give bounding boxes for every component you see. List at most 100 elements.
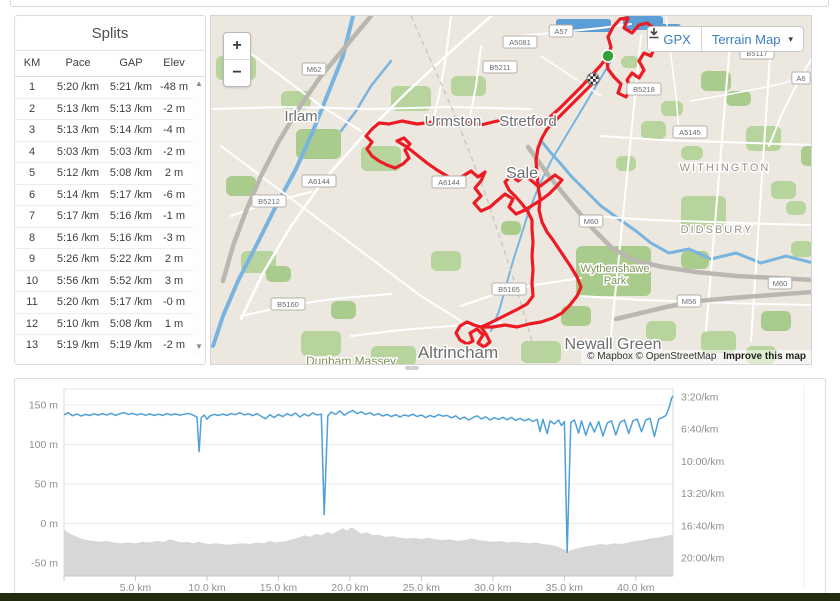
cell: 5 bbox=[28, 167, 36, 179]
elevation-chart-panel: 5.0 km 10.0 km 15.0 km 20.0 km 25.0 km 30.0 k… bbox=[14, 378, 826, 594]
splits-title: Splits bbox=[15, 16, 205, 51]
pace-axis-label: 20:00/km bbox=[681, 553, 724, 565]
park-area bbox=[726, 91, 751, 106]
road-shield: M60 bbox=[578, 214, 604, 228]
table-row[interactable]: 2 5:13 /km 5:13 /km -2 m bbox=[15, 99, 205, 120]
park-area bbox=[616, 156, 636, 171]
elevation-pace-chart[interactable]: 5.0 km 10.0 km 15.0 km 20.0 km 25.0 km 30.0 k… bbox=[15, 379, 825, 594]
table-row[interactable]: 3 5:13 /km 5:14 /km -4 m bbox=[15, 120, 205, 142]
park-area bbox=[681, 146, 703, 160]
park-area bbox=[331, 301, 356, 319]
park-area bbox=[646, 321, 676, 341]
cell: 5:10 /km bbox=[56, 317, 100, 330]
park-area bbox=[561, 306, 591, 326]
table-row[interactable]: 9 5:26 /km 5:22 /km 2 m bbox=[15, 249, 205, 271]
zoom-in-button[interactable]: + bbox=[224, 33, 250, 60]
road bbox=[768, 57, 811, 147]
park-area bbox=[371, 346, 416, 364]
motorway bbox=[220, 16, 374, 284]
table-row[interactable]: 8 5:16 /km 5:16 /km -3 m bbox=[15, 228, 205, 249]
terrain-map-dropdown[interactable]: Terrain Map ▾ bbox=[700, 27, 803, 51]
park-area bbox=[431, 251, 461, 271]
table-row[interactable]: 10 5:56 /km 5:52 /km 3 m bbox=[15, 271, 205, 292]
cell: 5:56 /km bbox=[56, 274, 100, 287]
map-place-label: Irlam bbox=[284, 108, 317, 125]
cell: 5:13 /km bbox=[109, 102, 153, 115]
table-row[interactable]: 7 5:17 /km 5:16 /km -1 m bbox=[15, 206, 205, 228]
splits-column-header: KM Pace GAP Elev bbox=[15, 51, 205, 77]
road bbox=[432, 16, 452, 123]
road bbox=[750, 40, 772, 342]
river bbox=[211, 16, 355, 348]
cell: 11 bbox=[26, 296, 38, 308]
road bbox=[239, 16, 493, 321]
scroll-down-arrow-icon[interactable]: ▼ bbox=[195, 341, 203, 351]
table-row[interactable]: 1 5:20 /km 5:21 /km -48 m bbox=[15, 77, 205, 99]
road-shield: B5211 bbox=[482, 60, 518, 74]
pace-axis-label: 10:00/km bbox=[681, 456, 724, 468]
cell: 5:13 /km bbox=[56, 124, 100, 136]
svg-text:B5211: B5211 bbox=[489, 63, 510, 72]
park-area bbox=[641, 121, 666, 139]
cell: 5:16 /km bbox=[109, 231, 153, 244]
splits-scrollbar[interactable]: ▲ ▼ bbox=[193, 77, 205, 356]
cell: 5:08 /km bbox=[109, 317, 153, 330]
gpx-download-button[interactable]: GPX bbox=[648, 27, 700, 51]
x-axis-label: 10.0 km bbox=[188, 582, 226, 593]
table-row[interactable]: 4 5:03 /km 5:03 /km -2 m bbox=[15, 142, 205, 163]
railway bbox=[410, 16, 538, 362]
cell: 9 bbox=[28, 253, 36, 265]
cell: 2 bbox=[28, 102, 36, 115]
table-row[interactable]: 5 5:12 /km 5:08 /km 2 m bbox=[15, 163, 205, 185]
x-axis-label: 40.0 km bbox=[617, 582, 655, 593]
cell: 5:20 /km bbox=[56, 81, 100, 93]
svg-text:B5165: B5165 bbox=[498, 285, 520, 294]
zoom-out-button[interactable]: − bbox=[232, 64, 242, 81]
road bbox=[540, 55, 602, 97]
route-map[interactable]: A57 M62 A5081 B5211 B5117 A6 B5218 A5145 A6144 A6… bbox=[210, 15, 812, 365]
scroll-up-arrow-icon[interactable]: ▲ bbox=[195, 79, 203, 88]
panel-resize-handle[interactable] bbox=[405, 366, 419, 370]
cell: 1 m bbox=[164, 317, 184, 330]
park-area bbox=[301, 331, 341, 356]
cell: 13 bbox=[25, 339, 39, 351]
table-row[interactable]: 6 5:14 /km 5:17 /km -6 m bbox=[15, 185, 205, 206]
map-place-label: WITHINGTON bbox=[680, 162, 771, 174]
table-row[interactable]: 13 5:19 /km 5:19 /km -2 m bbox=[15, 335, 205, 356]
cell: 5:03 /km bbox=[109, 145, 153, 158]
road-shield: B5165 bbox=[491, 282, 527, 296]
cell: 7 bbox=[28, 210, 36, 222]
cell: 5:14 /km bbox=[109, 124, 153, 136]
pace-axis-label: 13:20/km bbox=[681, 488, 724, 500]
table-row[interactable]: 11 5:20 /km 5:17 /km -0 m bbox=[15, 292, 205, 314]
map-place-label: Wythenshawe bbox=[581, 263, 650, 275]
cell: 5:17 /km bbox=[109, 296, 153, 308]
cell: -0 m bbox=[163, 296, 185, 308]
road-shield: A6 bbox=[791, 71, 811, 85]
table-row[interactable]: 12 5:10 /km 5:08 /km 1 m bbox=[15, 314, 205, 335]
gpx-label: GPX bbox=[663, 31, 691, 47]
elevation-axis-label: 50 m bbox=[35, 479, 59, 491]
park-area bbox=[621, 56, 639, 68]
motorway bbox=[525, 144, 811, 283]
x-axis-label: 30.0 km bbox=[474, 582, 512, 593]
cell: 6 bbox=[28, 188, 36, 201]
park-area bbox=[391, 86, 431, 111]
elevation-axis-label: 0 m bbox=[40, 518, 58, 530]
improve-map-link[interactable]: Improve this map bbox=[723, 351, 806, 362]
road bbox=[468, 45, 482, 123]
elevation-axis-label: -50 m bbox=[31, 558, 58, 570]
cell: 5:52 /km bbox=[109, 274, 153, 287]
svg-text:B5160: B5160 bbox=[277, 300, 299, 309]
cell: 12 bbox=[25, 317, 39, 330]
road bbox=[240, 45, 362, 132]
map-canvas[interactable]: A57 M62 A5081 B5211 B5117 A6 B5218 A5145 A6144 A6… bbox=[211, 16, 812, 365]
cell: -1 m bbox=[163, 210, 185, 222]
chevron-down-icon: ▾ bbox=[788, 33, 793, 44]
column-header-elev: Elev bbox=[163, 57, 185, 69]
park-area bbox=[701, 331, 736, 353]
elevation-area bbox=[64, 527, 673, 576]
map-zoom-control: + − bbox=[223, 32, 251, 87]
road-shield: A5145 bbox=[672, 125, 708, 139]
